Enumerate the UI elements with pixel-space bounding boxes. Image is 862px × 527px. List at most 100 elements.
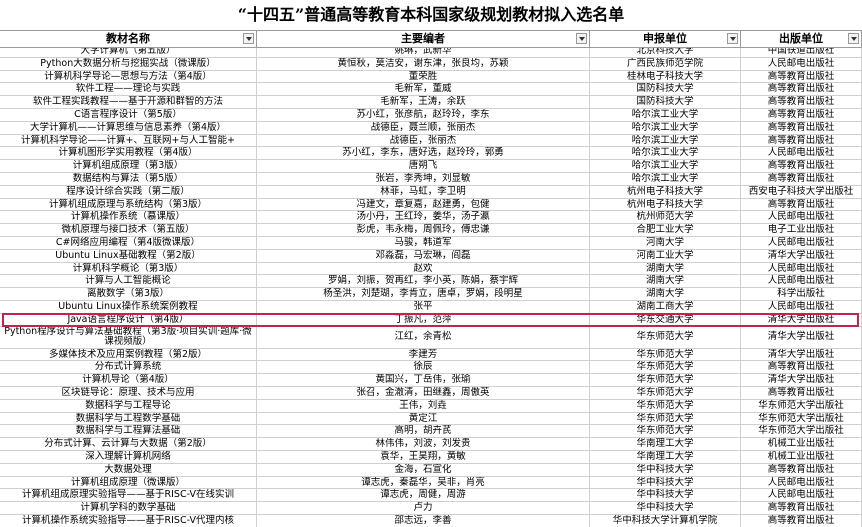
table-cell: 计算机组成原理与系统结构（第3版） [0,198,257,211]
table-cell: 湖南大学 [590,262,741,275]
table-row: 软件工程——理论与实践 毛新军，董威 国防科技大学 高等教育出版社 [0,83,862,97]
table-cell: 华东师范大学 [590,326,741,348]
table-cell: 电子工业出版社 [741,224,862,236]
table-cell: 高等教育出版社 [741,83,862,96]
table-body: 大学计算机（第五版） 姚琳，武新华 北京科技大学 中国铁道出版社 Python大数据分析… [0,48,862,527]
table-cell: 华中科技大学 [590,489,741,502]
filter-button[interactable] [576,33,587,44]
table-cell: Python大数据分析与挖掘实战（微课版） [0,57,257,70]
table-row: 计算机导论（第4版） 黄国兴，丁岳伟，张瑜 华东师范大学 清华大学出版社 [0,374,862,387]
table-cell: 张岩，李秀坤，刘显敏 [257,172,590,185]
table-cell: 华中科技大学 [590,476,741,489]
table-cell: 高等教育出版社 [741,198,862,211]
table-cell: 数据科学与工程算法基础 [0,425,257,438]
table-cell: 哈尔滨工业大学 [590,160,741,172]
table-cell: 高等教育出版社 [741,121,862,134]
table-cell: 罗娟，刘振，贺再红，李小英，陈娟，蔡宇辉 [257,275,590,288]
table-cell: 华东师范大学 [590,425,741,438]
table-row: 数据科学与工程算法基础 高明，胡卉芪 华东师范大学 华东师范大学出版社 [0,425,862,439]
table-row: 分布式计算、云计算与大数据（第2版） 林伟伟，刘波，刘发贵 华南理工大学 机械工业出版… [0,438,862,451]
table-cell: 华中科技大学 [590,502,741,514]
table-cell: Ubuntu Linux操作系统案例教程 [0,300,257,313]
table-cell: 华中科技大学计算机学院 [590,514,741,527]
table-cell: Python程序设计与算法基础教程（第3版·项目实训·题库·微课视频版） [0,326,257,348]
table-row: 计算与人工智能概论 罗娟，刘振，贺再红，李小英，陈娟，蔡宇辉 湖南大学 人民邮电出版社 [0,275,862,289]
table-row: Python大数据分析与挖掘实战（微课版） 黄恒秋，莫洁安，谢东津，张良均，苏颖广… [0,57,862,71]
table-row: 微机原理与接口技术（第五版） 彭虎，韦永梅，周佩玲，傅忠谦 合肥工业大学 电子工业出版… [0,224,862,237]
table-cell: 西安电子科技大学出版社 [741,185,862,198]
table-cell: 毛新军，董威 [257,83,590,96]
table-cell: 华东师范大学 [590,374,741,386]
table-cell: 华中科技大学 [590,463,741,476]
table-cell: 卢力 [257,502,590,514]
table-cell: 大数据处理 [0,463,257,476]
table-cell: 机械工业出版社 [741,450,862,463]
table-cell: 华东师范大学 [590,348,741,361]
table-row: 软件工程实践教程——基于开源和群智的方法 毛新军，王涛，余跃 国防科技大学 高等教育出… [0,96,862,109]
table-cell: 计算机操作系统实验指导——基于RISC-V代理内核 [0,514,257,527]
table-cell: C#网络应用编程（第4版微课版） [0,236,257,249]
table-cell: 程序设计综合实践（第二版） [0,185,257,198]
table-cell: 软件工程实践教程——基于开源和群智的方法 [0,96,257,108]
table-cell: 徐辰 [257,361,590,374]
table-row: 大数据处理 金海，石宣化 华中科技大学 高等教育出版社 [0,463,862,477]
table-row: 计算机组成原理与系统结构（第3版） 冯建文，章复嘉，赵建勇，包健 杭州电子科技大学高… [0,198,862,212]
table-cell: 数据科学与工程数学基础 [0,412,257,425]
table-cell: 李建芳 [257,348,590,361]
table-cell: 林伟伟，刘波，刘发贵 [257,438,590,450]
table-cell: 人民邮电出版社 [741,300,862,313]
table-cell: 清华大学出版社 [741,249,862,262]
sheet-title: “十四五”普通高等教育本科国家级规划教材拟入选名单 [237,5,625,24]
filter-button[interactable] [243,33,254,44]
table-cell: 清华大学出版社 [741,374,862,386]
table-cell: 北京科技大学 [590,48,741,57]
filter-button[interactable] [848,33,859,44]
table-cell: 华东师范大学出版社 [741,425,862,438]
table-cell: Java语言程序设计（第4版） [0,313,257,326]
table-cell: 人民邮电出版社 [741,147,862,160]
table-cell: 机械工业出版社 [741,438,862,450]
table-row: 计算机学科的数学基础 卢力 华中科技大学 高等教育出版社 [0,502,862,515]
table-cell: 张召，金澈清，田继鑫，周傲英 [257,386,590,399]
table-cell: 唐朔飞 [257,160,590,172]
column-header: 教材名称 [0,31,257,47]
table-cell: 哈尔滨工业大学 [590,121,741,134]
table-cell: 清华大学出版社 [741,326,862,348]
table-row: 数据结构与算法（第5版） 张岩，李秀坤，刘显敏 哈尔滨工业大学 高等教育出版社 [0,172,862,186]
table-cell: 哈尔滨工业大学 [590,134,741,147]
table-cell: 微机原理与接口技术（第五版） [0,224,257,236]
table-cell: 计算机科学概论（第3版） [0,262,257,275]
table-row: 计算机组成原理实验指导——基于RISC-V在线实训 谭志虎，周健，周游 华中科技大学… [0,489,862,503]
table-cell: 清华大学出版社 [741,313,862,326]
table-cell: 计算机导论（第4版） [0,374,257,386]
filter-button[interactable] [727,33,738,44]
table-cell: 计算机科学导论——计算+、互联网+与人工智能+ [0,134,257,147]
table-row: Java语言程序设计（第4版） 丁振凡，范萍 华东交通大学 清华大学出版社 [0,313,862,327]
table-cell: 河南工业大学 [590,249,741,262]
table-row: 计算机组成原理（第3版） 唐朔飞 哈尔滨工业大学 高等教育出版社 [0,160,862,173]
table-cell: 邵志远，李善 [257,514,590,527]
table-row: 大学计算机——计算思维与信息素养（第4版） 战德臣，聂兰顺，张丽杰 哈尔滨工业大学高… [0,121,862,135]
table-cell: 人民邮电出版社 [741,57,862,70]
table-cell: 离散数学（第3版） [0,288,257,300]
table-cell: 谭志虎，周健，周游 [257,489,590,502]
table-cell: 大学计算机（第五版） [0,48,257,57]
header-row: 教材名称 主要编者 申报单位 出版单位 [0,30,862,48]
table-cell: 软件工程——理论与实践 [0,83,257,96]
table-row: 计算机操作系统（慕课版） 汤小丹，王红玲，姜华，汤子瀛 杭州师范大学 人民邮电出版社 [0,211,862,225]
table-cell: 大学计算机——计算思维与信息素养（第4版） [0,121,257,134]
table-cell: 深入理解计算机网络 [0,450,257,463]
table-cell: 邓淼磊，马宏琳，阎磊 [257,249,590,262]
table-cell: 华南理工大学 [590,438,741,450]
table-cell: 国防科技大学 [590,83,741,96]
table-cell: 丁振凡，范萍 [257,313,590,326]
table-row: 数据科学与工程数学基础 黄定江 华东师范大学 华东师范大学出版社 [0,412,862,426]
table-cell: 毛新军，王涛，余跃 [257,96,590,108]
table-cell: 江红，余青松 [257,326,590,348]
table-cell: 杭州电子科技大学 [590,198,741,211]
table-cell: 杨圣洪，刘楚瑚，李肯立，唐卓，罗娟，段明星 [257,288,590,300]
table-cell: C语言程序设计（第5版） [0,108,257,121]
table-cell: 广西民族师范学院 [590,57,741,70]
table-cell: 国防科技大学 [590,96,741,108]
